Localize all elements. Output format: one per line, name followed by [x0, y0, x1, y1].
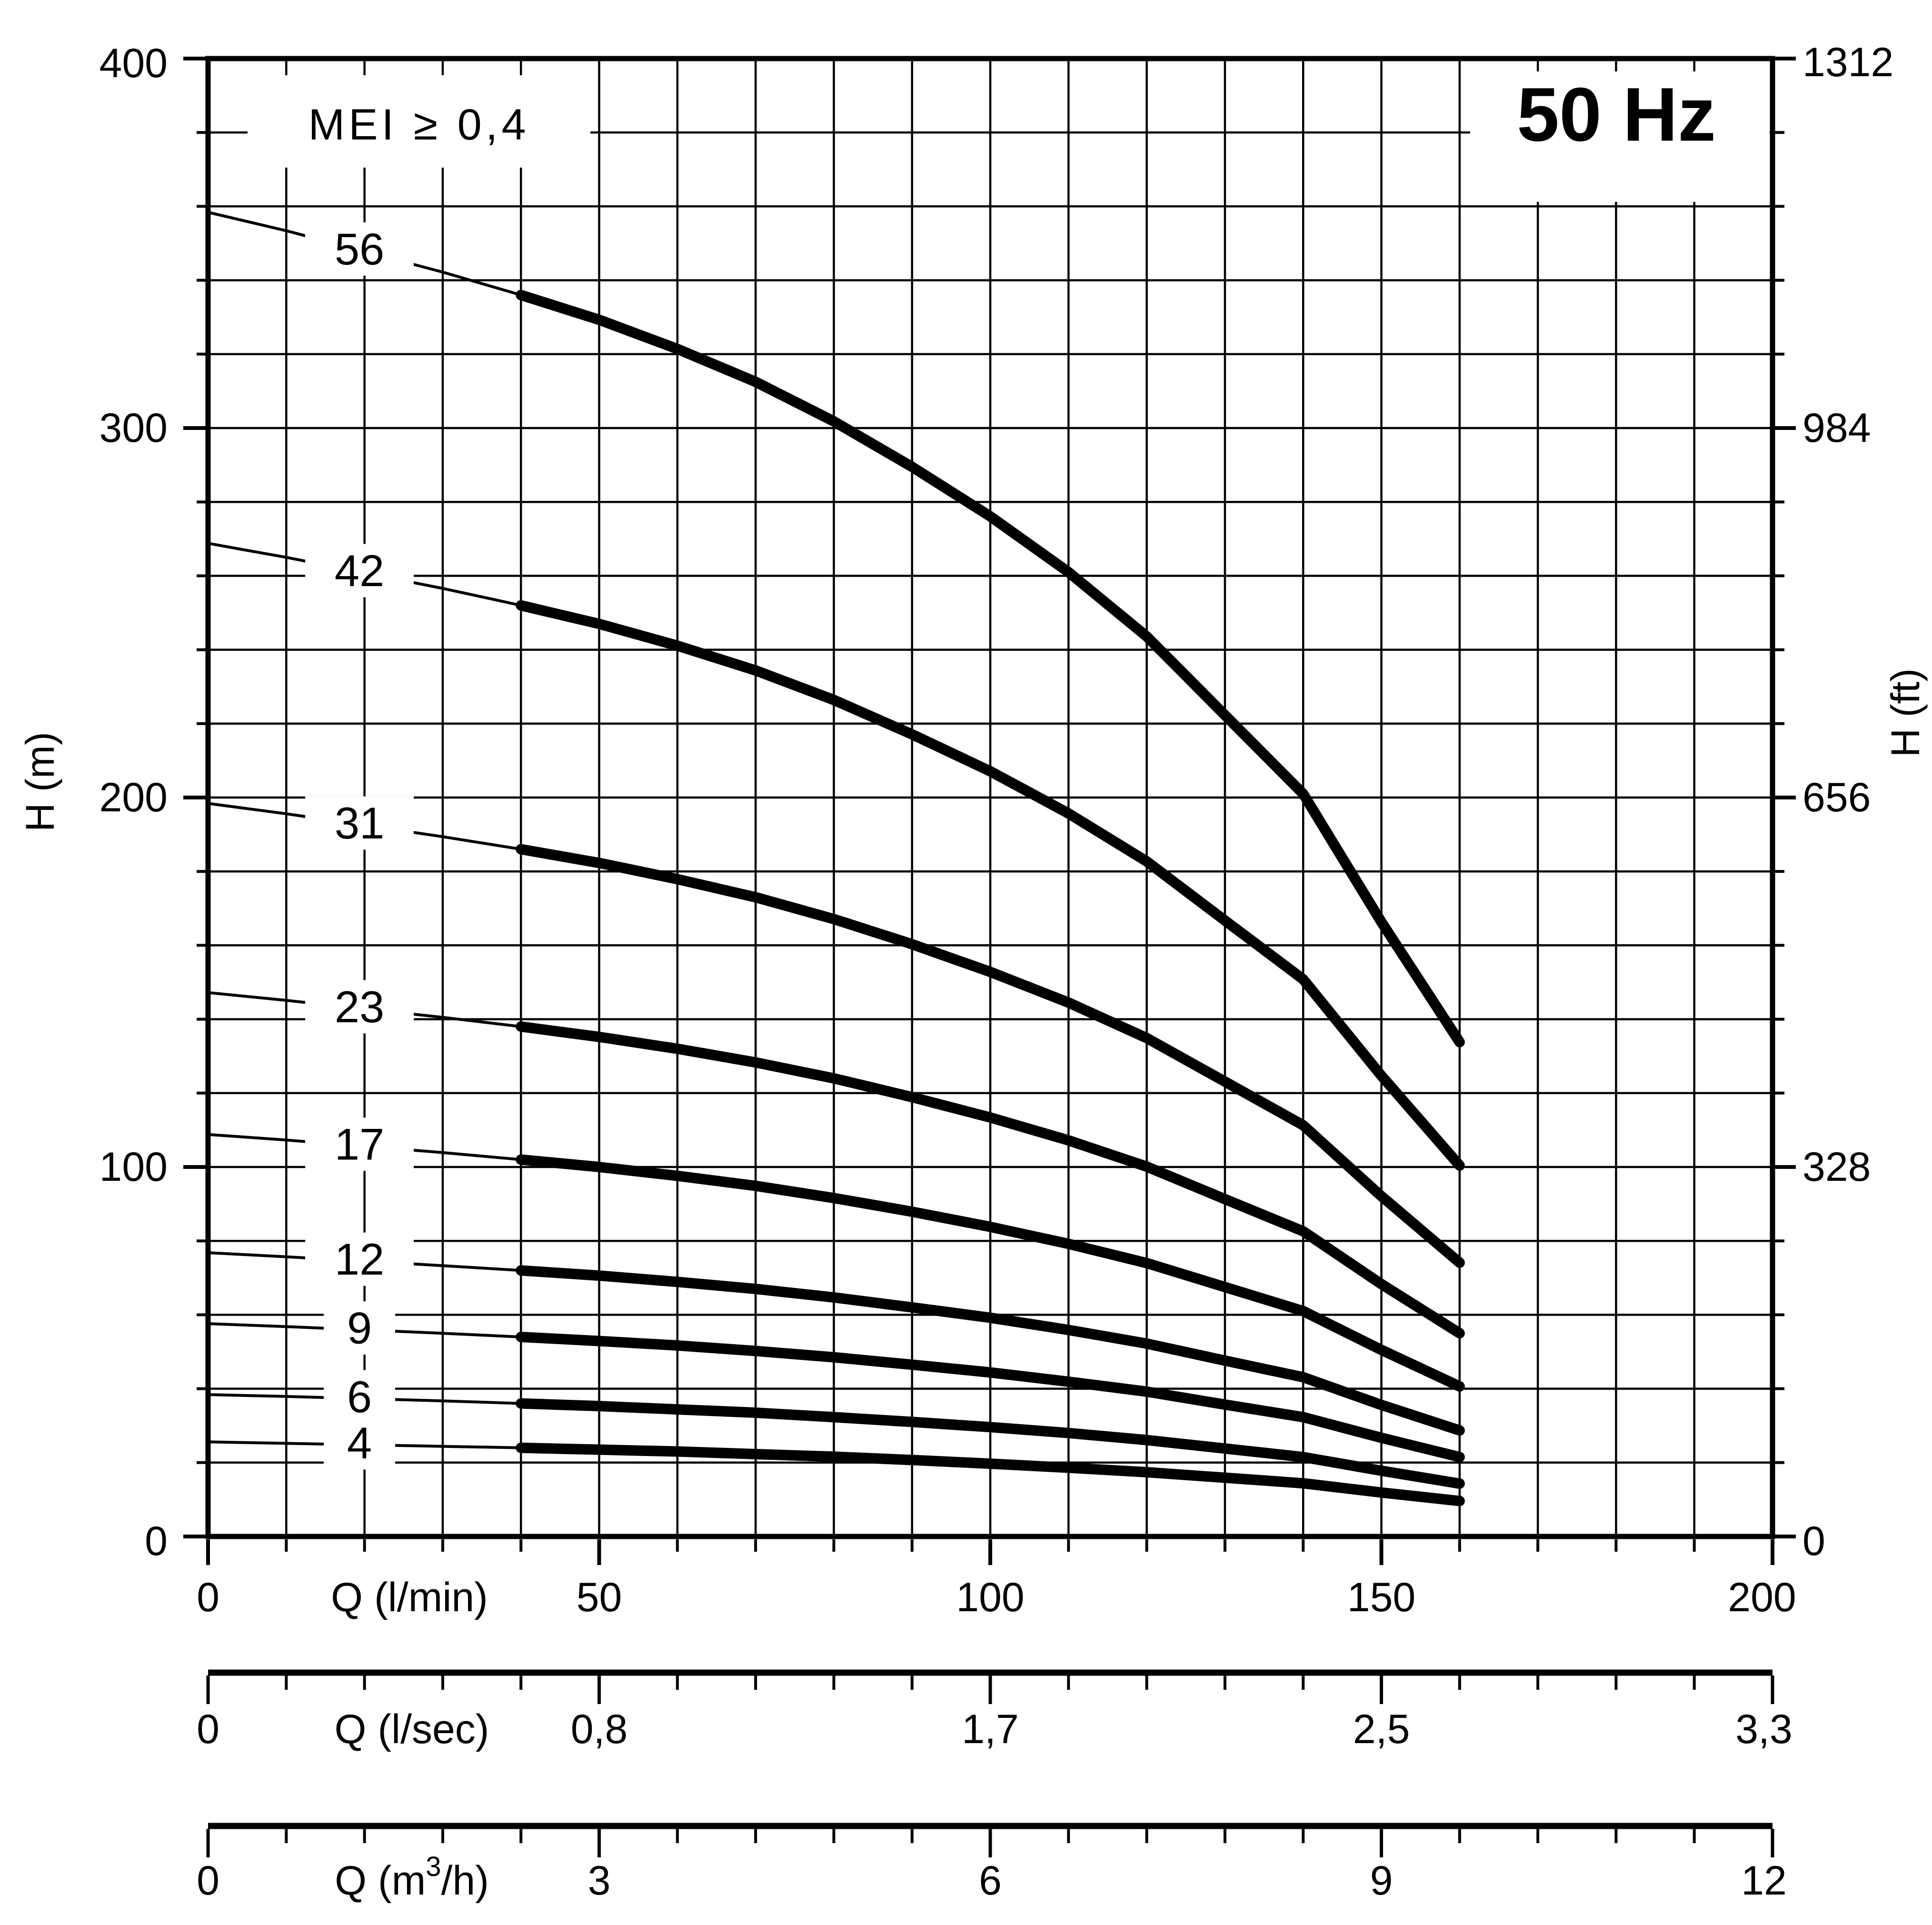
- curve-label-panel-9: [324, 1301, 395, 1355]
- x-axis-m3h-tick-label: 9: [1370, 1858, 1393, 1904]
- curve-label-panel-42: [305, 544, 414, 598]
- y-right-axis-title: H (ft): [1883, 668, 1928, 758]
- curve-label-panel-56: [305, 222, 414, 276]
- curve-thick-23: [516, 1021, 1465, 1339]
- curve-label-9: 9: [347, 1303, 372, 1353]
- curve-thick-42: [516, 600, 1465, 1171]
- curve-thick-4: [516, 1442, 1465, 1506]
- pump-curves: 56 42 31 23 17 12 9 64: [208, 210, 1465, 1506]
- curve-label-panel-4: [324, 1416, 395, 1470]
- y-right-tick-label: 1312: [1803, 40, 1893, 85]
- y-axis-right: 1312 984 656 328 0 H (ft): [1773, 40, 1928, 1564]
- y-right-tick-label: 656: [1803, 775, 1871, 820]
- x-main-axis-title: Q (l/min): [331, 1575, 488, 1620]
- y-left-tick-label: 200: [100, 775, 168, 820]
- curve-thick-6: [516, 1398, 1465, 1489]
- curve-thick-17: [516, 1154, 1465, 1392]
- curve-thick-56: [516, 289, 1465, 1047]
- curve-label-panel-6: [324, 1370, 395, 1424]
- curve-label-17: 17: [335, 1119, 385, 1169]
- curve-label-panel-31: [305, 796, 414, 850]
- x-main-tick-label: 50: [577, 1575, 622, 1620]
- x-axis-lsec-title: Q (l/sec): [335, 1706, 489, 1752]
- y-right-tick-label: 0: [1803, 1518, 1825, 1564]
- curve-thick-31: [516, 844, 1465, 1268]
- y-left-axis-title: H (m): [18, 732, 62, 832]
- curve-label-panel-23: [305, 980, 414, 1034]
- y-left-tick-label: 0: [145, 1518, 168, 1564]
- curve-label-31: 31: [335, 798, 385, 848]
- mei-annotation: MEI ≥ 0,4: [308, 100, 529, 149]
- x-axis-lsec: 0 0,8 1,7 2,5 3,3 Q (l/sec): [197, 1669, 1793, 1752]
- curve-thick-12: [516, 1265, 1465, 1436]
- curve-label-panel-12: [305, 1232, 414, 1286]
- x-main-tick-label: 150: [1347, 1575, 1416, 1620]
- y-right-tick-label: 328: [1803, 1144, 1871, 1190]
- x-axis-lsec-tick-label: 0: [197, 1706, 219, 1752]
- y-axis-left: 400 300 200 100 0 H (m): [18, 40, 208, 1564]
- curve-label-4: 4: [347, 1418, 372, 1468]
- x-axis-lsec-tick-label: 2,5: [1353, 1706, 1410, 1752]
- x-main-tick-label: 0: [197, 1575, 219, 1620]
- curve-label-42: 42: [335, 546, 385, 596]
- mei-panel: [248, 75, 590, 168]
- x-axis-m3h: 0 3 6 9 12 Q (m3/h): [197, 1823, 1787, 1904]
- x-axis-m3h-tick-label: 12: [1741, 1858, 1787, 1904]
- hz-panel: [1470, 71, 1770, 202]
- curve-thick-9: [516, 1332, 1465, 1463]
- y-left-tick-label: 300: [100, 405, 168, 451]
- x-axis-m3h-tick-label: 6: [979, 1858, 1002, 1904]
- curve-label-panel-17: [305, 1117, 414, 1171]
- x-axis-lsec-tick-label: 0,8: [571, 1706, 628, 1752]
- x-axis-m3h-title: Q (m3/h): [335, 1851, 489, 1904]
- frequency-badge: 50 Hz: [1517, 72, 1716, 157]
- curve-label-6: 6: [347, 1372, 372, 1422]
- y-left-tick-label: 400: [100, 40, 168, 86]
- curve-label-12: 12: [335, 1234, 385, 1284]
- x-main-tick-label: 100: [956, 1575, 1025, 1620]
- x-main-tick-label: 200: [1728, 1575, 1796, 1620]
- curve-label-56: 56: [335, 224, 385, 274]
- x-axis-m3h-tick-label: 3: [588, 1858, 611, 1904]
- y-left-tick-label: 100: [100, 1144, 168, 1190]
- x-axis-main: 0 50 100 150 200 Q (l/min): [197, 1539, 1796, 1620]
- x-axis-m3h-tick-label: 0: [197, 1858, 219, 1904]
- y-right-tick-label: 984: [1803, 405, 1871, 451]
- curve-label-23: 23: [335, 982, 385, 1032]
- x-axis-lsec-tick-label: 1,7: [962, 1706, 1019, 1752]
- x-axis-lsec-tick-label: 3,3: [1735, 1706, 1793, 1752]
